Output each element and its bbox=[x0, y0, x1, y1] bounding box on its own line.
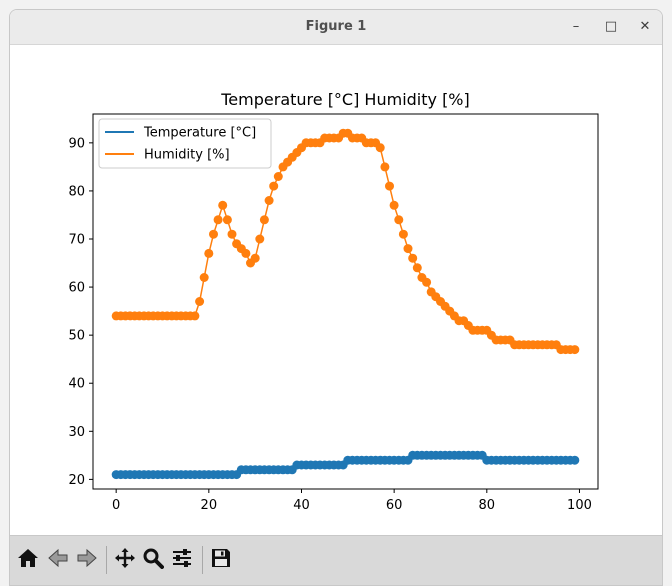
series-0-point bbox=[570, 455, 580, 465]
y-tick-label: 40 bbox=[68, 377, 85, 392]
axes-frame bbox=[92, 113, 599, 490]
series-1-point bbox=[385, 181, 394, 191]
series-1-point bbox=[264, 196, 274, 205]
series-1-point bbox=[403, 244, 413, 254]
close-button[interactable]: ✕ bbox=[639, 19, 651, 34]
series-1-point bbox=[380, 162, 390, 172]
minimize-button[interactable]: – bbox=[572, 19, 580, 34]
series-1-point bbox=[241, 248, 251, 258]
toolbar-separator bbox=[106, 546, 107, 574]
x-tick-label: 40 bbox=[293, 498, 310, 513]
y-tick-label: 90 bbox=[68, 136, 85, 151]
configure-subplots-icon bbox=[173, 549, 191, 567]
series-1-point bbox=[375, 143, 385, 153]
series-1-point bbox=[199, 273, 209, 282]
save-icon bbox=[212, 549, 230, 567]
maximize-button[interactable]: □ bbox=[604, 19, 618, 34]
zoom-icon bbox=[143, 548, 164, 569]
series-1-point bbox=[255, 234, 265, 244]
series-1-point bbox=[412, 263, 422, 273]
series-1-point bbox=[213, 215, 223, 225]
pan-icon bbox=[115, 548, 135, 568]
series-1-point bbox=[398, 229, 408, 239]
forward-arrow-icon bbox=[77, 548, 97, 568]
figure-window: Figure 1 – □ ✕ Temperature [°C] Humidity… bbox=[9, 9, 663, 586]
chart[interactable]: Temperature [°C] Humidity [%] 20 30 40 50 60 7… bbox=[10, 45, 663, 535]
back-button[interactable] bbox=[44, 544, 72, 572]
x-tick-label: 100 bbox=[567, 498, 592, 513]
navigation-toolbar bbox=[10, 535, 662, 585]
series-1-point bbox=[227, 229, 237, 239]
x-tick-label: 60 bbox=[386, 498, 403, 513]
x-tick-label: 20 bbox=[201, 498, 218, 513]
save-button[interactable] bbox=[207, 544, 235, 572]
x-tick-label: 0 bbox=[112, 498, 120, 513]
series-1-point bbox=[269, 181, 279, 191]
configure-subplots-button[interactable] bbox=[168, 544, 196, 572]
legend-label-0: Temperature [°C] bbox=[143, 126, 256, 141]
legend-label-1: Humidity [%] bbox=[144, 148, 230, 163]
window-title: Figure 1 bbox=[305, 19, 367, 34]
series-1-point bbox=[204, 248, 214, 258]
plot-area[interactable]: Temperature [°C] Humidity [%] 20 30 40 50 60 7… bbox=[10, 45, 663, 535]
y-tick-label: 70 bbox=[68, 233, 85, 248]
series-1-point bbox=[273, 172, 283, 181]
x-tick-label: 80 bbox=[479, 498, 496, 513]
y-tick-label: 50 bbox=[68, 329, 85, 344]
y-tick-label: 80 bbox=[68, 184, 85, 199]
series-1-point bbox=[422, 277, 432, 287]
series-1-point bbox=[218, 200, 228, 210]
series-1-point bbox=[408, 253, 418, 263]
y-tick-label: 20 bbox=[68, 473, 85, 488]
y-tick-label: 60 bbox=[68, 281, 85, 296]
legend[interactable] bbox=[98, 118, 272, 169]
back-arrow-icon bbox=[48, 548, 68, 568]
series-1-point bbox=[389, 200, 399, 210]
zoom-button[interactable] bbox=[139, 544, 167, 572]
toolbar-separator bbox=[202, 546, 203, 574]
series-1-point bbox=[195, 297, 205, 306]
chart-title: Temperature [°C] Humidity [%] bbox=[220, 90, 470, 109]
series-1-point bbox=[394, 215, 404, 225]
series-1-point bbox=[222, 215, 232, 225]
y-tick-label: 30 bbox=[68, 425, 85, 440]
forward-button[interactable] bbox=[73, 544, 101, 572]
pan-button[interactable] bbox=[111, 544, 139, 572]
series-1-point bbox=[250, 253, 260, 263]
title-bar[interactable]: Figure 1 – □ ✕ bbox=[10, 10, 662, 45]
series-1-point bbox=[570, 345, 580, 355]
home-button[interactable] bbox=[14, 544, 42, 572]
series-1-point bbox=[259, 215, 269, 225]
series-1-point bbox=[209, 229, 218, 239]
home-icon bbox=[18, 549, 38, 567]
series-1-point bbox=[190, 311, 200, 321]
